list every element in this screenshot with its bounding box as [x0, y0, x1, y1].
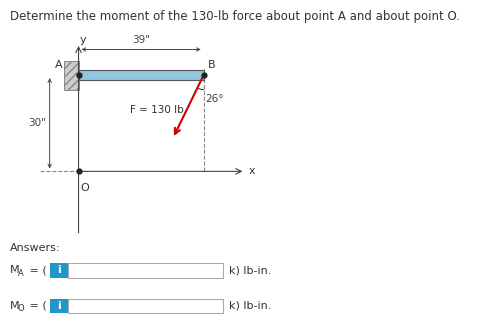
Text: i: i [57, 301, 61, 311]
Text: O: O [18, 304, 25, 313]
Text: Determine the moment of the 130-lb force about point A and about point O.: Determine the moment of the 130-lb force… [10, 10, 460, 23]
Text: k) lb-in.: k) lb-in. [229, 265, 271, 276]
Text: 26°: 26° [205, 94, 224, 104]
Text: M: M [10, 301, 19, 311]
Text: 39": 39" [132, 35, 150, 45]
Text: A: A [55, 60, 63, 70]
Text: A: A [18, 269, 24, 278]
Text: F = 130 lb: F = 130 lb [130, 105, 183, 115]
Bar [50, 263, 68, 278]
Text: = (: = ( [26, 301, 47, 311]
Bar [50, 299, 68, 313]
Text: B: B [207, 60, 215, 70]
Text: = (: = ( [26, 265, 47, 276]
Text: 30": 30" [29, 118, 46, 128]
Text: Answers:: Answers: [10, 243, 61, 253]
Bar [64, 61, 79, 90]
Text: k) lb-in.: k) lb-in. [229, 301, 271, 311]
Text: y: y [80, 35, 87, 45]
Text: x: x [248, 166, 255, 176]
Text: O: O [80, 182, 89, 193]
Bar [68, 299, 223, 313]
Text: M: M [10, 265, 19, 276]
Bar [79, 70, 204, 80]
Text: i: i [57, 265, 61, 276]
Bar [68, 263, 223, 278]
